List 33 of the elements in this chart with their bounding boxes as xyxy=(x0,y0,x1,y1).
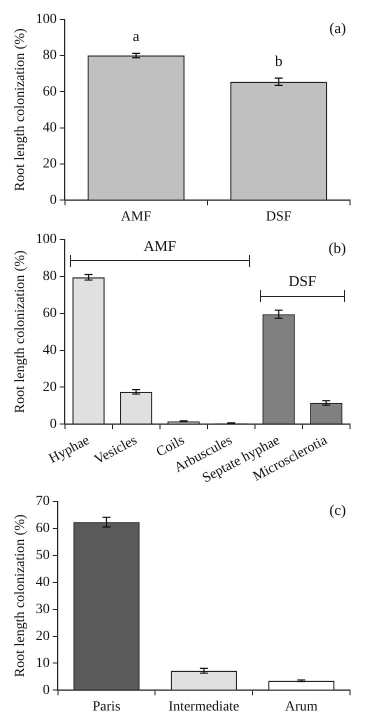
annotation: AMF xyxy=(142,238,178,256)
y-tick-label: 40 xyxy=(42,342,57,358)
y-tick-label: 40 xyxy=(36,574,50,590)
x-tick-label: Paris xyxy=(92,699,120,714)
y-tick-label: 20 xyxy=(42,156,57,172)
x-tick-label: Arum xyxy=(284,699,318,714)
y-tick-label: 100 xyxy=(36,12,57,28)
y-tick-label: 60 xyxy=(36,521,50,536)
y-tick-label: 80 xyxy=(42,48,57,64)
y-axis-title: Root length colonization (%) xyxy=(13,28,28,192)
y-tick-label: 60 xyxy=(42,84,57,100)
y-tick-label: 30 xyxy=(36,602,50,617)
x-tick-label: Intermediate xyxy=(168,699,240,714)
y-axis-title: Root length colonization (%) xyxy=(13,250,28,414)
annotation: (a) xyxy=(329,20,346,37)
annotation: (c) xyxy=(329,502,346,519)
y-axis-title: Root length colonization (%) xyxy=(13,514,28,678)
annotation: (b) xyxy=(328,240,346,257)
y-tick-label: 70 xyxy=(36,494,50,510)
annotation: a xyxy=(132,29,140,46)
y-tick-label: 0 xyxy=(50,416,57,432)
y-tick-label: 60 xyxy=(42,306,57,321)
annotation: b xyxy=(274,54,284,72)
y-tick-label: 0 xyxy=(50,192,57,208)
y-tick-label: 100 xyxy=(36,232,57,248)
y-tick-label: 40 xyxy=(42,120,57,136)
y-tick-label: 0 xyxy=(42,682,50,698)
y-tick-label: 80 xyxy=(42,269,57,284)
annotation: DSF xyxy=(288,274,318,292)
y-tick-label: 50 xyxy=(36,548,50,564)
y-tick-label: 20 xyxy=(42,380,57,395)
y-tick-label: 10 xyxy=(36,656,50,671)
y-tick-label: 20 xyxy=(36,628,50,644)
